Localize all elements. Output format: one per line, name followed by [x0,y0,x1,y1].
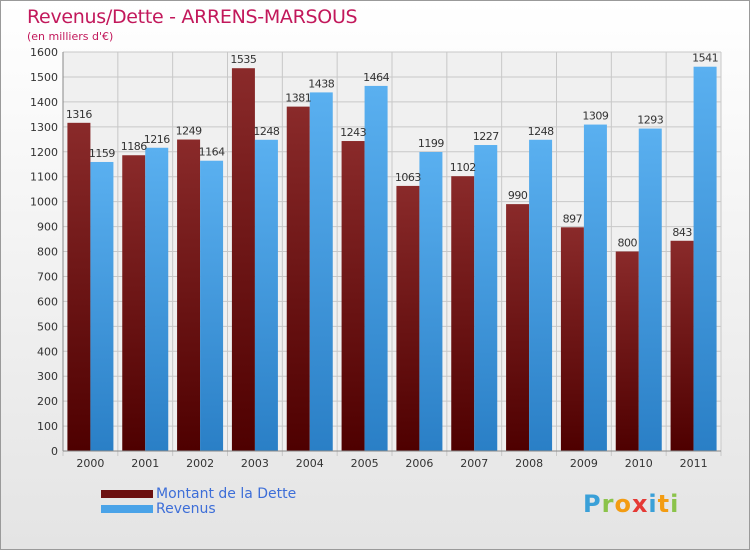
x-tick-label: 2000 [76,457,104,470]
legend-label-revenus: Revenus [156,501,216,517]
bar-debt [670,240,694,451]
chart-subtitle: (en milliers d'€) [27,30,114,43]
bar-debt [286,106,310,451]
bar-debt [231,68,255,451]
bar-debt [506,204,530,451]
bar-revenus [693,66,717,451]
logo-letter: o [614,490,632,518]
y-tick-label: 0 [51,445,58,458]
data-label-revenus: 1159 [89,147,115,160]
proxiti-logo: Proxiti [583,490,679,518]
y-tick-label: 800 [37,246,58,259]
data-label-debt: 1063 [395,171,421,184]
x-tick-label: 2007 [460,457,488,470]
y-tick-label: 600 [37,295,58,308]
x-tick-label: 2004 [296,457,324,470]
data-label-revenus: 1248 [253,125,279,138]
x-tick-label: 2008 [515,457,543,470]
data-label-revenus: 1464 [363,71,389,84]
bar-debt [341,141,365,452]
logo-letter: i [670,490,680,518]
axes: 0 100 200 300 400 500 600 700 800 900 1000 1100 1200… [30,46,721,470]
x-tick-label: 2005 [351,457,379,470]
bar-revenus [583,124,607,452]
y-tick-label: 1300 [30,121,58,134]
data-label-debt: 1535 [230,53,256,66]
logo-letter: P [583,490,602,518]
y-tick-label: 1600 [30,46,58,59]
data-label-revenus: 1199 [418,137,444,150]
data-label-debt: 1249 [176,125,202,138]
bar-revenus [474,145,498,451]
bar-debt [560,227,584,451]
bar-debt [615,251,639,451]
legend-swatch-revenus [101,505,153,513]
data-label-revenus: 1541 [692,52,718,65]
y-tick-label: 900 [37,221,58,234]
grid-lines [62,51,722,456]
x-tick-label: 2009 [570,457,598,470]
logo-letter: t [657,490,671,518]
data-label-debt: 897 [563,212,583,225]
chart-title: Revenus/Dette - ARRENS-MARSOUS [27,6,358,28]
bar-revenus [90,161,114,452]
y-tick-label: 100 [37,420,58,433]
y-tick-label: 1000 [30,196,58,209]
legend-item-debt: Montant de la Dette [101,486,297,502]
data-label-revenus: 1438 [308,77,334,90]
logo-letter: r [601,490,615,518]
bar-debt [122,155,146,451]
bar-debt [451,176,475,451]
legend-label-debt: Montant de la Dette [156,486,297,502]
y-tick-label: 300 [37,370,58,383]
bar-revenus [200,160,224,452]
logo-letter: i [648,490,658,518]
data-label-revenus: 1216 [144,133,170,146]
bar-debt [67,122,91,451]
y-tick-label: 400 [37,345,58,358]
bar-revenus [145,147,169,451]
data-label-revenus: 1293 [637,114,663,127]
data-label-debt: 990 [508,189,528,202]
x-tick-label: 2002 [186,457,214,470]
bar-debt [177,139,201,451]
x-tick-label: 2010 [625,457,653,470]
data-label-revenus: 1164 [199,146,225,159]
data-label-debt: 1186 [121,140,147,153]
data-label-debt: 1316 [66,108,92,121]
legend-swatch-debt [101,490,153,498]
data-label-revenus: 1227 [473,130,499,143]
x-tick-label: 2001 [131,457,159,470]
bar-revenus [364,85,388,451]
data-label-revenus: 1248 [528,125,554,138]
y-tick-label: 1400 [30,96,58,109]
y-tick-label: 500 [37,320,58,333]
bar-revenus [638,128,662,451]
legend-item-revenus: Revenus [101,501,216,517]
data-label-debt: 843 [672,226,692,239]
data-label-debt: 800 [618,237,638,250]
y-tick-label: 1200 [30,146,58,159]
data-label-revenus: 1309 [582,110,608,123]
y-tick-label: 1500 [30,71,58,84]
logo-letter: x [631,490,649,518]
bar-revenus [309,92,333,452]
bar-revenus [254,139,278,451]
bar-revenus [529,139,553,451]
bars [67,66,717,452]
x-tick-label: 2006 [405,457,433,470]
bar-debt [396,185,420,451]
data-label-debt: 1243 [340,126,366,139]
y-tick-label: 200 [37,395,58,408]
y-tick-label: 700 [37,270,58,283]
data-label-debt: 1381 [285,92,311,105]
y-tick-label: 1100 [30,171,58,184]
bar-revenus [419,151,443,451]
x-tick-label: 2003 [241,457,269,470]
x-tick-label: 2011 [680,457,708,470]
data-label-debt: 1102 [450,161,476,174]
